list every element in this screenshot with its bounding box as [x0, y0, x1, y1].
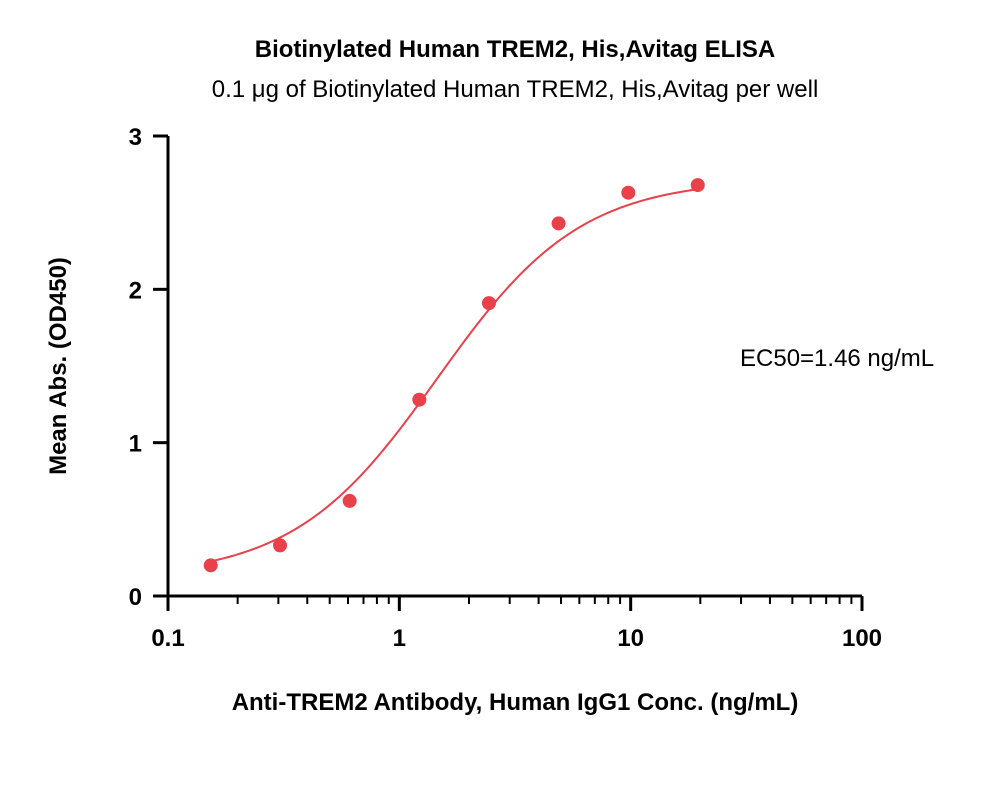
chart-title: Biotinylated Human TREM2, His,Avitag ELI…: [254, 36, 776, 63]
y-tick-label: 3: [129, 124, 142, 151]
y-tick-label: 0: [129, 584, 142, 611]
data-point: [690, 178, 705, 193]
data-point: [273, 538, 288, 553]
x-axis-ticks: 0.1 1 10 100: [151, 596, 882, 652]
x-tick-label: 100: [842, 625, 882, 652]
data-point: [621, 185, 636, 200]
y-axis-label: Mean Abs. (OD450): [45, 257, 72, 475]
data-point: [342, 493, 357, 508]
data-points: [203, 178, 705, 573]
axes: [166, 136, 862, 598]
data-point: [481, 296, 496, 311]
data-point: [412, 392, 427, 407]
fit-curve: [210, 188, 698, 563]
x-tick-label: 10: [617, 625, 644, 652]
x-tick-label: 0.1: [151, 625, 184, 652]
y-axis-ticks: 0 1 2 3: [129, 124, 168, 611]
y-tick-label: 1: [129, 431, 142, 458]
x-tick-label: 1: [393, 625, 406, 652]
y-tick-label: 2: [129, 277, 142, 304]
chart-subtitle: 0.1 μg of Biotinylated Human TREM2, His,…: [211, 76, 819, 103]
data-point: [203, 558, 218, 573]
data-point: [551, 216, 566, 231]
ec50-annotation: EC50=1.46 ng/mL: [740, 345, 934, 372]
x-axis-label: Anti-TREM2 Antibody, Human IgG1 Conc. (n…: [232, 689, 799, 716]
